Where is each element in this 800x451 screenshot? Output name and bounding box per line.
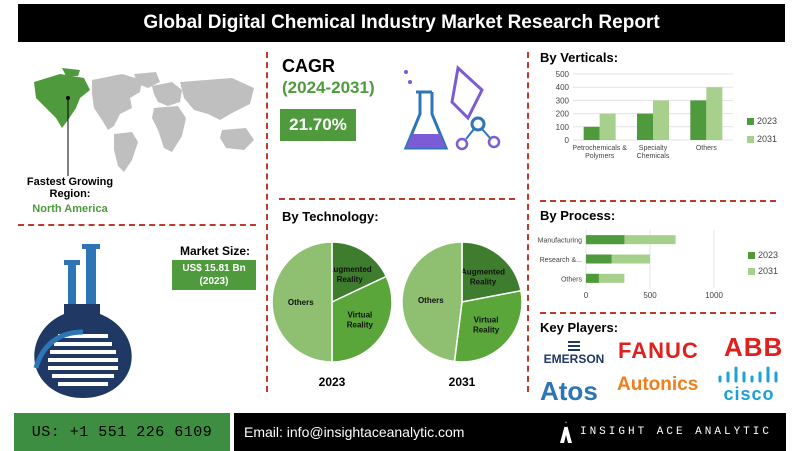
vert-legend-swatch xyxy=(747,118,754,125)
vert-bar-2031 xyxy=(706,87,723,140)
cisco-bars-icon xyxy=(718,366,778,383)
vert-category-label: Polymers xyxy=(585,153,615,160)
divider-vertical-1 xyxy=(266,52,268,392)
abb-logo: ABB xyxy=(724,332,784,362)
vert-ytick-label: 400 xyxy=(556,83,570,92)
vert-ytick-label: 100 xyxy=(556,123,570,132)
cagr-value: 21.70% xyxy=(280,109,356,141)
vert-legend-swatch xyxy=(747,136,754,143)
pie-slice-label: Virtual xyxy=(474,316,499,325)
atos-logo: Atos xyxy=(540,376,598,406)
pie-slice xyxy=(331,275,393,363)
market-size-year: (2023) xyxy=(199,276,229,287)
pie-slice-label: Reality xyxy=(470,278,497,287)
divider-left xyxy=(18,224,256,226)
proc-legend-swatch xyxy=(748,268,755,275)
vert-legend-label: 2031 xyxy=(757,134,777,144)
pie-slice xyxy=(461,241,522,303)
verticals-bar-chart: 0 100 200 300 400 500 Petrochemicals &Polymers… xyxy=(556,70,777,160)
proc-bar-2023 xyxy=(586,254,612,264)
proc-legend-label: 2031 xyxy=(758,266,778,276)
process-bar-chart: 0 500 1000 Manufacturing Research &... Others… xyxy=(538,230,778,300)
pie-slice-label: Augmented xyxy=(461,268,505,277)
cagr-period: (2024-2031) xyxy=(282,78,375,97)
proc-category-label: Research &... xyxy=(540,257,582,264)
market-size-badge: US$ 15.81 Bn (2023) xyxy=(172,260,256,290)
vert-bar-2031 xyxy=(653,100,669,140)
proc-category-label: Manufacturing xyxy=(538,238,582,245)
vert-category-label: Others xyxy=(696,145,718,152)
emerson-mark-icon xyxy=(568,341,580,351)
brand-logo-icon xyxy=(559,421,572,443)
pie-slice-label: Virtual xyxy=(347,311,372,320)
pie-slice xyxy=(271,241,333,363)
proc-xtick-label: 0 xyxy=(584,291,589,300)
autonics-logo: Autonics xyxy=(617,374,699,395)
market-size-value: US$ 15.81 Bn xyxy=(182,263,246,274)
vert-category-label: Specialty xyxy=(639,145,668,152)
vert-category-label: Petrochemicals & xyxy=(572,145,627,152)
footer-brand: INSIGHT ACE ANALYTIC xyxy=(559,421,772,443)
report-title: Global Digital Chemical Industry Market … xyxy=(18,4,785,42)
proc-xtick-label: 500 xyxy=(643,291,657,300)
chemistry-flask-icon xyxy=(403,65,501,151)
proc-bar-2031 xyxy=(586,235,676,245)
pie-slice-label: Augmented xyxy=(328,265,372,274)
divider-right-1 xyxy=(540,200,776,202)
pie-slice xyxy=(331,241,388,304)
vert-ytick-label: 300 xyxy=(556,96,570,105)
pie-slice-label: Others xyxy=(418,296,444,305)
proc-bar-2023 xyxy=(586,273,599,283)
proc-legend-label: 2023 xyxy=(758,250,778,260)
verticals-title: By Verticals: xyxy=(540,50,619,65)
vert-ytick-label: 0 xyxy=(565,136,570,145)
footer-phone: US: +1 551 226 6109 xyxy=(14,413,230,451)
proc-bar-2031 xyxy=(586,254,650,264)
flask-logo xyxy=(33,244,132,398)
divider-vertical-2 xyxy=(527,52,529,392)
proc-category-label: Others xyxy=(561,276,583,283)
pie-slice-label: Reality xyxy=(347,321,374,330)
pie-slice xyxy=(401,241,463,363)
pie-year-label: 2023 xyxy=(319,375,346,389)
footer-bar: Email: info@insightaceanalytic.com INSIG… xyxy=(234,413,786,451)
proc-bar-2031 xyxy=(586,273,625,283)
proc-legend-swatch xyxy=(748,252,755,259)
fanuc-logo: FANUC xyxy=(618,338,699,363)
pie-slice-label: Reality xyxy=(337,275,364,284)
proc-bar-2023 xyxy=(586,235,625,245)
technology-pie-charts: AugmentedRealityVirtualRealityOthers2023… xyxy=(271,241,523,389)
market-size-label: Market Size: xyxy=(179,244,251,258)
region-value: North America xyxy=(32,203,108,215)
vert-bar-2023 xyxy=(583,126,600,140)
process-title: By Process: xyxy=(540,208,616,223)
pie-slice-label: Reality xyxy=(473,326,500,335)
proc-xtick-label: 1000 xyxy=(705,291,723,300)
pie-slice xyxy=(453,289,523,363)
vert-ytick-label: 500 xyxy=(556,70,570,79)
divider-right-2 xyxy=(540,312,776,314)
region-label: Fastest Growing Region: xyxy=(26,176,114,200)
vert-legend-label: 2023 xyxy=(757,116,777,126)
vert-category-label: Chemicals xyxy=(637,153,670,160)
world-map xyxy=(34,68,254,176)
technology-title: By Technology: xyxy=(282,209,379,224)
cisco-logo: cisco xyxy=(714,366,784,405)
footer-email[interactable]: Email: info@insightaceanalytic.com xyxy=(244,424,465,440)
vert-bar-2023 xyxy=(637,113,653,140)
divider-middle xyxy=(279,198,515,200)
pie-slice-label: Others xyxy=(288,298,314,307)
pie-year-label: 2031 xyxy=(449,375,476,389)
emerson-logo: EMERSON xyxy=(536,338,612,372)
players-title: Key Players: xyxy=(540,320,619,335)
vert-ytick-label: 200 xyxy=(556,110,570,119)
vert-bar-2023 xyxy=(690,100,707,140)
vert-bar-2031 xyxy=(599,113,616,140)
cagr-label: CAGR xyxy=(282,56,335,76)
